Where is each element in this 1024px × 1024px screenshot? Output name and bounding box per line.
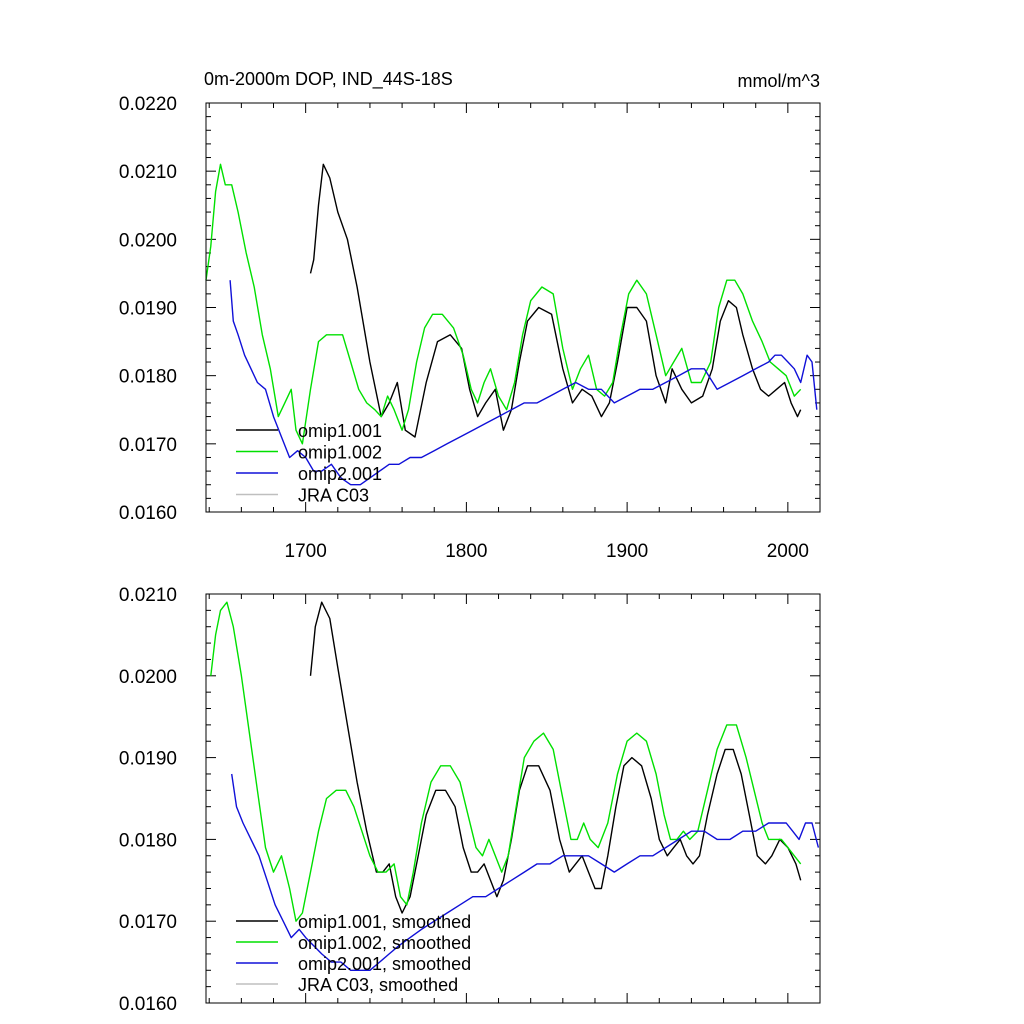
y-tick-label: 0.0170 bbox=[119, 912, 177, 933]
y-tick-label: 0.0160 bbox=[119, 503, 177, 524]
series-line-omip2_001 bbox=[229, 280, 818, 486]
y-tick-label: 0.0170 bbox=[119, 435, 177, 456]
y-tick-label: 0.0220 bbox=[119, 94, 177, 115]
legend-label: JRA C03, smoothed bbox=[298, 975, 458, 995]
series-lines bbox=[205, 163, 818, 486]
axis-ticks: 0.0160 0.0170 0.0180 0.0190 0.0200 0.0210 0.02… bbox=[119, 94, 821, 562]
x-tick-label: 1900 bbox=[606, 541, 648, 562]
y-tick-label: 0.0160 bbox=[119, 994, 177, 1015]
legend-label: omip1.002 bbox=[298, 443, 382, 463]
units-label: mmol/m^3 bbox=[738, 71, 820, 91]
legend-label: omip1.002, smoothed bbox=[298, 933, 471, 953]
x-tick-label: 1800 bbox=[445, 541, 487, 562]
series-line-omip1_002 bbox=[210, 601, 802, 922]
chart-title: 0m-2000m DOP, IND_44S-18S bbox=[204, 69, 453, 90]
y-tick-label: 0.0180 bbox=[119, 367, 177, 388]
legend-label: JRA C03 bbox=[298, 486, 369, 506]
y-tick-label: 0.0200 bbox=[119, 230, 177, 251]
plot-frame bbox=[205, 593, 821, 1004]
y-tick-label: 0.0210 bbox=[119, 162, 177, 183]
x-tick-label: 1700 bbox=[285, 541, 327, 562]
y-tick-label: 0.0190 bbox=[119, 749, 177, 770]
y-tick-label: 0.0210 bbox=[119, 585, 177, 606]
panel-raw: 0m-2000m DOP, IND_44S-18S mmol/m^3 0.016… bbox=[119, 69, 821, 562]
legend-label: omip1.001 bbox=[298, 421, 382, 441]
series-line-omip2_001 bbox=[231, 773, 820, 971]
series-lines bbox=[210, 601, 820, 971]
y-tick-label: 0.0200 bbox=[119, 667, 177, 688]
y-tick-label: 0.0190 bbox=[119, 299, 177, 320]
legend-label: omip2.001, smoothed bbox=[298, 954, 471, 974]
series-line-omip1_001 bbox=[309, 163, 802, 438]
panel-smoothed: 0.0160 0.0170 0.0180 0.0190 0.0200 0.0210 omi… bbox=[119, 585, 821, 1015]
plot-frame bbox=[205, 102, 821, 513]
legend-label: omip1.001, smoothed bbox=[298, 912, 471, 932]
y-tick-label: 0.0180 bbox=[119, 830, 177, 851]
x-tick-label: 2000 bbox=[767, 541, 809, 562]
series-line-omip1_002 bbox=[205, 163, 802, 445]
axis-ticks: 0.0160 0.0170 0.0180 0.0190 0.0200 0.0210 bbox=[119, 585, 821, 1015]
legend-label: omip2.001 bbox=[298, 464, 382, 484]
